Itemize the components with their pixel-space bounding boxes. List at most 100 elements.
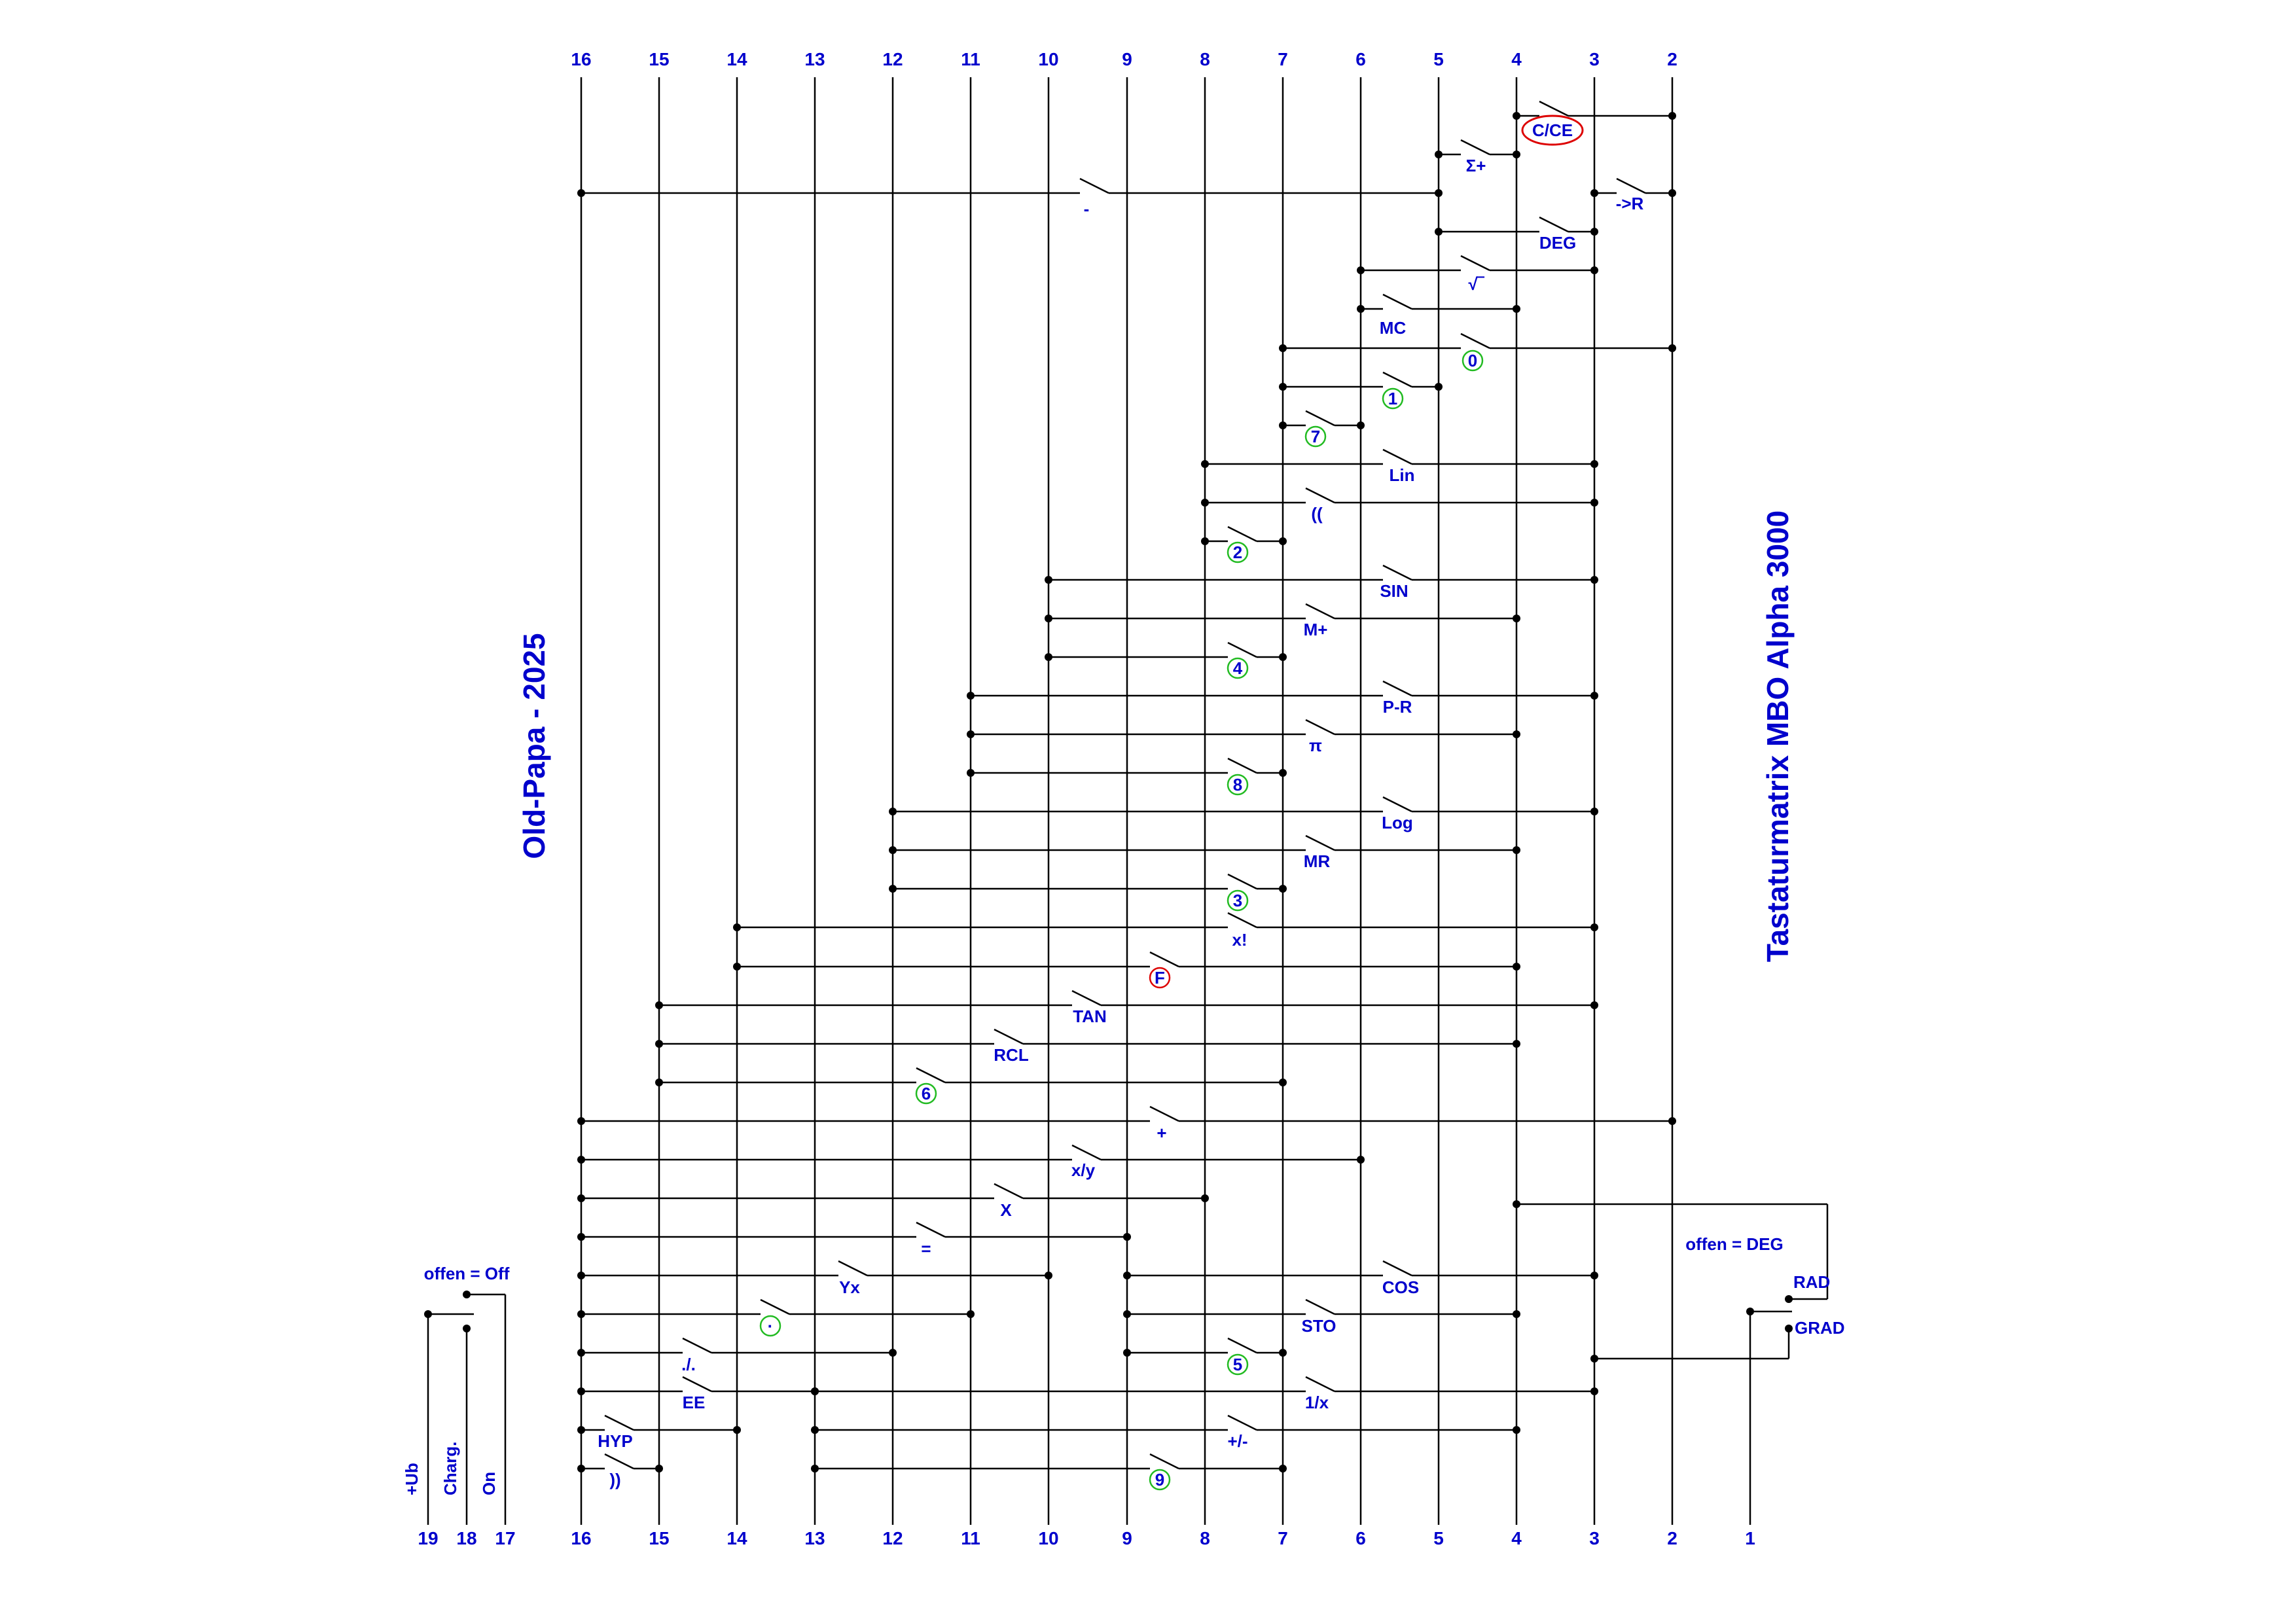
line-number-bottom: 12: [882, 1528, 903, 1548]
junction-dot: [1201, 499, 1209, 507]
key-label-20: Log: [1382, 813, 1413, 832]
switch-blade: [760, 1298, 790, 1315]
junction-dot: [1435, 228, 1443, 236]
line-number-bottom: 5: [1433, 1528, 1444, 1548]
key-label-27: 6: [922, 1084, 931, 1103]
key-label-37: 5: [1233, 1355, 1242, 1374]
number-key-marker: [1462, 349, 1484, 372]
number-key-marker: [1227, 657, 1249, 679]
key-label-22: 3: [1233, 891, 1242, 910]
rad-label: RAD: [1793, 1272, 1830, 1292]
line-number-bottom: 3: [1589, 1528, 1600, 1548]
key-label-41: +/-: [1227, 1431, 1247, 1451]
junction-dot: [1201, 460, 1209, 468]
junction-dot: [1513, 1426, 1520, 1434]
supply-label-charg: Charg.: [440, 1442, 460, 1495]
junction-dot: [1279, 344, 1287, 352]
junction-dot: [577, 1465, 585, 1472]
switch-blade: [1227, 526, 1257, 543]
key-label-29: x/y: [1071, 1160, 1096, 1180]
line-number-bottom: 13: [804, 1528, 825, 1548]
key-label-24: F: [1155, 968, 1165, 988]
line-number-bottom: 10: [1038, 1528, 1058, 1548]
number-key-marker: [1227, 1353, 1249, 1376]
junction-dot: [1279, 1349, 1287, 1357]
key-label-9: 1: [1388, 389, 1397, 408]
line-number-bottom: 19: [418, 1528, 438, 1548]
junction-dot: [1590, 460, 1598, 468]
labels: 1616151514141313121211111010998877665544…: [402, 49, 1845, 1548]
junction-dot: [1279, 769, 1287, 777]
junction-dot: [655, 1040, 663, 1048]
line-number-top: 12: [882, 49, 903, 69]
key-label-5: DEG: [1539, 233, 1576, 253]
junction-dot: [463, 1291, 471, 1298]
switch-blade: [1305, 1298, 1335, 1315]
junction-dot: [1279, 421, 1287, 429]
grad-label: GRAD: [1795, 1318, 1845, 1338]
switch-blade: [1382, 680, 1412, 697]
switch-blade: [1305, 719, 1335, 736]
key-label-17: P-R: [1383, 697, 1412, 717]
junction-dot: [1513, 305, 1520, 313]
switch-blade: [994, 1183, 1024, 1200]
key-label-11: Lin: [1390, 465, 1415, 485]
key-label-21: MR: [1304, 851, 1331, 871]
switch-blade: [1071, 1144, 1102, 1161]
line-number-top: 9: [1122, 49, 1132, 69]
junction-dot: [1513, 846, 1520, 854]
key-label-30: X: [1000, 1200, 1012, 1220]
supply-label-ub: +Ub: [402, 1463, 422, 1495]
line-number-top: 16: [571, 49, 591, 69]
junction-dot: [889, 846, 897, 854]
junction-dot: [1045, 615, 1052, 622]
junction-dot: [889, 1349, 897, 1357]
line-number-top: 6: [1355, 49, 1366, 69]
line-number-bottom: 18: [456, 1528, 476, 1548]
junction-dot: [1123, 1272, 1131, 1279]
switch-blade: [1539, 216, 1569, 233]
line-number-top: 4: [1511, 49, 1522, 69]
switch-blade: [1305, 834, 1335, 851]
junction-dot: [1590, 228, 1598, 236]
switch-blade: [838, 1260, 868, 1277]
switch-blade: [682, 1337, 712, 1354]
junction-dot: [1513, 730, 1520, 738]
key-label-25: TAN: [1073, 1007, 1107, 1026]
junction-dot: [967, 1310, 975, 1318]
line-number-top: 7: [1278, 49, 1288, 69]
key-label-6: √‾: [1469, 274, 1485, 294]
junction-dot: [577, 189, 585, 197]
switch-blade: [1305, 603, 1335, 620]
junction-dot: [577, 1426, 585, 1434]
line-number-bottom: 15: [649, 1528, 669, 1548]
number-key-marker: [1382, 387, 1404, 410]
junction-dot: [655, 1465, 663, 1472]
junction-dot: [577, 1387, 585, 1395]
junction-dot: [967, 769, 975, 777]
junction-dot: [577, 1194, 585, 1202]
key-label-2: Σ+: [1466, 156, 1486, 175]
junction-dot: [1513, 1200, 1520, 1208]
junction-dot: [1279, 1079, 1287, 1086]
key-label-23: x!: [1232, 930, 1247, 950]
author-credit: Old-Papa - 2025: [517, 633, 551, 859]
switch-blade: [1539, 100, 1569, 117]
junction-dot: [811, 1465, 819, 1472]
line-number-top: 5: [1433, 49, 1444, 69]
junction-dot: [1357, 305, 1365, 313]
line-number-bottom: 8: [1200, 1528, 1210, 1548]
line-number-top: 8: [1200, 49, 1210, 69]
junction-dot: [967, 730, 975, 738]
switch-blade: [1227, 1337, 1257, 1354]
line-number-bottom: 6: [1355, 1528, 1366, 1548]
junction-dot: [1668, 112, 1676, 120]
junction-dot: [1045, 653, 1052, 661]
junction-dot: [1590, 266, 1598, 274]
junction-dot: [577, 1349, 585, 1357]
key-label-31: =: [921, 1239, 931, 1258]
mode-switch-note: offen = DEG: [1685, 1234, 1784, 1254]
junction-dot: [889, 885, 897, 893]
junction-dot: [733, 923, 741, 931]
junction-dot: [1590, 1001, 1598, 1009]
